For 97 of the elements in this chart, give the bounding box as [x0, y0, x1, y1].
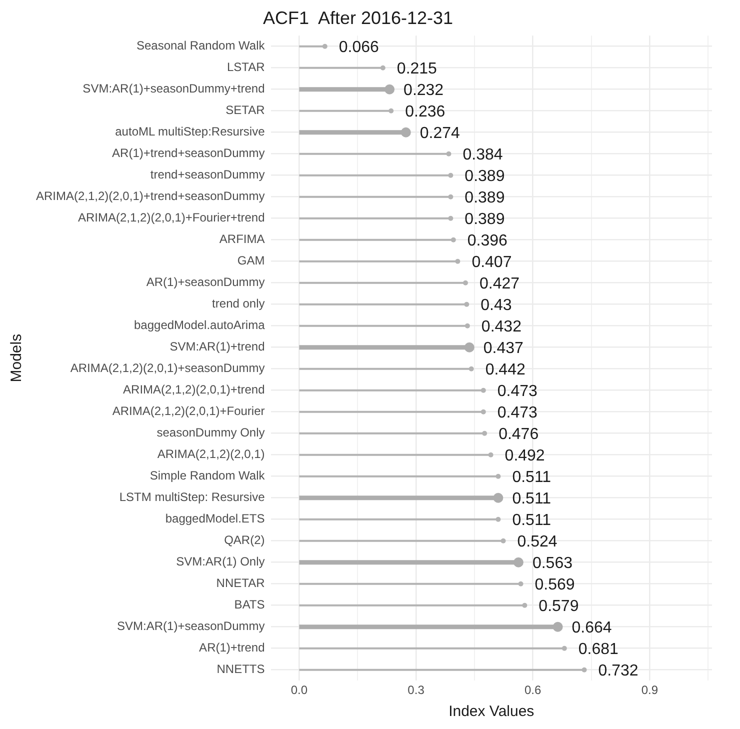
y-tick-label: LSTAR	[226, 60, 266, 74]
y-tick-label: baggedModel.autoArima	[134, 318, 266, 332]
data-label: 0.236	[405, 103, 446, 120]
point	[582, 667, 587, 672]
data-label: 0.396	[467, 232, 508, 250]
point	[482, 430, 488, 436]
y-tick-label: SVM:AR(1)+seasonDummy+trend	[82, 82, 265, 96]
x-tick-label: 0.3	[408, 683, 425, 698]
y-axis-title: Models	[8, 334, 26, 382]
point	[464, 342, 474, 352]
point	[462, 280, 468, 286]
data-label: 0.232	[404, 82, 444, 99]
y-tick-label: BATS	[234, 598, 265, 612]
data-label: 0.511	[512, 468, 552, 486]
y-tick-label: NNETAR	[216, 576, 266, 590]
chart-title: ACF1 After 2016-12-31	[262, 8, 454, 28]
point	[493, 492, 504, 503]
data-label: 0.579	[538, 598, 579, 615]
data-label: 0.476	[498, 426, 539, 443]
point	[500, 538, 506, 544]
point	[522, 602, 528, 608]
x-tick-label: 0.9	[641, 683, 658, 698]
data-label: 0.492	[504, 447, 545, 464]
point	[518, 581, 524, 586]
y-tick-label: ARIMA(2,1,2)(2,0,1)+Fourier+trend	[78, 210, 265, 225]
y-tick-label: GAM	[237, 254, 265, 268]
data-label: 0.066	[338, 38, 380, 56]
point	[446, 151, 452, 156]
point	[552, 622, 563, 632]
y-tick-label: ARIMA(2,1,2)(2,0,1)	[157, 447, 265, 462]
point	[496, 474, 501, 479]
point	[488, 452, 494, 458]
data-label: 0.389	[464, 189, 505, 206]
y-tick-label: ARFIMA	[219, 232, 265, 246]
y-tick-label: baggedModel.ETS	[165, 512, 265, 526]
point	[322, 44, 328, 49]
data-label: 0.432	[481, 318, 522, 336]
y-tick-label: AR(1)+seasonDummy	[146, 275, 265, 290]
data-label: 0.511	[512, 512, 552, 529]
data-label: 0.563	[532, 554, 573, 572]
x-axis-title: Index Values	[448, 703, 534, 720]
y-tick-label: NNETTS	[216, 662, 265, 676]
data-label: 0.511	[512, 490, 552, 508]
y-tick-label: Seasonal Random Walk	[136, 38, 266, 53]
data-label: 0.732	[598, 662, 638, 680]
data-label: 0.473	[497, 404, 538, 422]
y-tick-label: SVM:AR(1)+trend	[170, 340, 265, 354]
y-tick-label: SETAR	[226, 103, 266, 118]
y-tick-label: SVM:AR(1)+seasonDummy	[117, 619, 265, 634]
point	[380, 65, 386, 70]
data-label: 0.43	[480, 296, 512, 314]
point	[455, 258, 460, 264]
y-tick-label: AR(1)+trend+seasonDummy	[112, 146, 265, 160]
y-tick-label: autoML multiStep:Resursive	[115, 124, 266, 139]
y-tick-label: AR(1)+trend	[199, 640, 265, 655]
y-tick-label: SVM:AR(1) Only	[176, 554, 265, 569]
y-tick-label: LSTM multiStep: Resursive	[119, 490, 266, 504]
point	[448, 172, 454, 178]
point	[400, 127, 411, 138]
y-tick-label: ARIMA(2,1,2)(2,0,1)+seasonDummy	[70, 361, 265, 376]
y-tick-label: trend+seasonDummy	[150, 168, 265, 182]
point	[464, 323, 470, 328]
point	[496, 516, 501, 522]
data-label: 0.569	[534, 576, 575, 594]
data-label: 0.437	[483, 340, 524, 357]
point	[450, 237, 456, 242]
x-tick-label: 0.6	[524, 683, 542, 698]
point	[513, 557, 524, 568]
point	[468, 366, 474, 372]
y-tick-label: trend only	[212, 296, 265, 311]
data-label: 0.389	[464, 168, 505, 185]
y-tick-label: Simple Random Walk	[150, 468, 266, 483]
point	[480, 388, 486, 393]
data-label: 0.442	[485, 361, 526, 378]
data-label: 0.681	[578, 640, 619, 658]
point	[384, 84, 395, 94]
y-tick-label: ARIMA(2,1,2)(2,0,1)+trend	[123, 382, 265, 397]
y-tick-label: ARIMA(2,1,2)(2,0,1)+trend+seasonDummy	[36, 189, 265, 204]
point	[464, 302, 470, 307]
data-label: 0.215	[396, 60, 438, 78]
y-tick-label: QAR(2)	[224, 533, 265, 548]
data-label: 0.524	[517, 533, 558, 550]
data-label: 0.427	[479, 275, 520, 292]
x-tick-label: 0.0	[290, 683, 308, 698]
point	[448, 194, 454, 200]
data-label: 0.473	[497, 382, 538, 400]
point	[388, 108, 394, 114]
y-tick-label: seasonDummy Only	[156, 426, 265, 440]
point	[448, 216, 454, 221]
data-label: 0.664	[572, 619, 612, 636]
y-tick-label: ARIMA(2,1,2)(2,0,1)+Fourier	[112, 404, 265, 418]
data-label: 0.389	[464, 210, 505, 228]
point	[562, 646, 567, 651]
point	[480, 409, 486, 414]
data-label: 0.384	[462, 146, 503, 164]
data-label: 0.407	[472, 254, 512, 271]
data-label: 0.274	[420, 124, 460, 142]
